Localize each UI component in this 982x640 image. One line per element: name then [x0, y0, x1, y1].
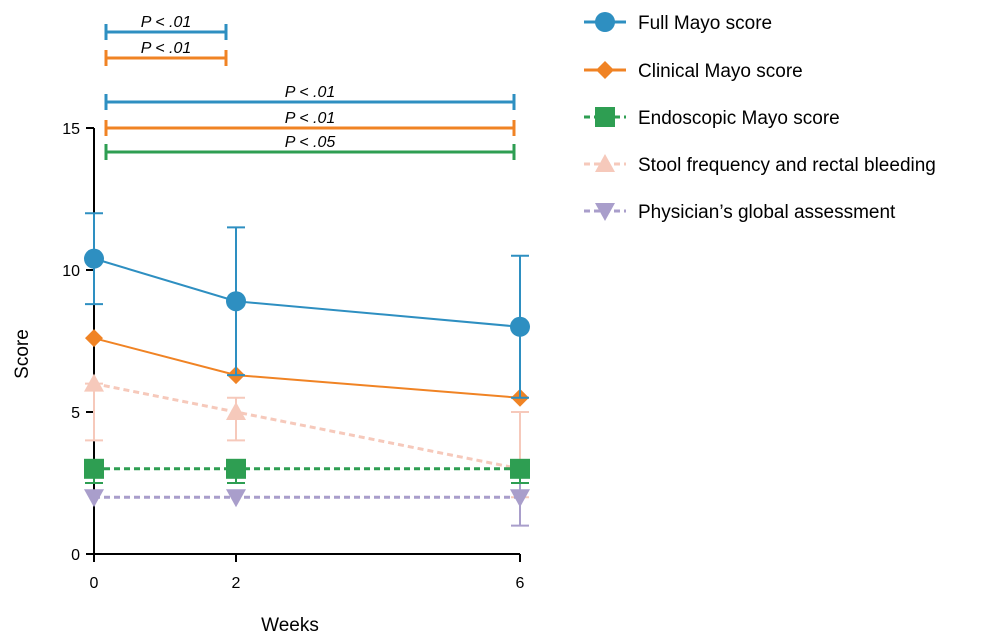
legend-item: Clinical Mayo score	[584, 61, 803, 82]
series-full-mayo-score	[84, 212, 530, 399]
data-point	[226, 402, 246, 420]
legend-item: Full Mayo score	[584, 12, 772, 34]
legend-label: Clinical Mayo score	[638, 61, 803, 82]
series-line	[93, 337, 521, 399]
legend-label: Endoscopic Mayo score	[638, 108, 840, 129]
legend-label: Physician’s global assessment	[638, 202, 896, 223]
data-point	[85, 329, 103, 348]
x-axis-title: Weeks	[261, 615, 319, 636]
significance-bracket: P < .01	[104, 14, 228, 40]
legend-item: Stool frequency and rectal bleeding	[584, 154, 936, 176]
series-layer	[84, 212, 530, 527]
x-ticks: 0 2 6	[90, 554, 525, 592]
y-tick-label: 10	[62, 263, 80, 280]
significance-bracket: P < .01	[104, 84, 516, 110]
significance-brackets: P < .01 P < .01 P < .01 P < .01 P < .05	[104, 14, 516, 160]
legend-label: Full Mayo score	[638, 13, 772, 34]
y-axis-title: Score	[12, 329, 33, 379]
legend-item: Endoscopic Mayo score	[584, 107, 840, 129]
significance-bracket: P < .01	[104, 110, 516, 136]
data-point	[226, 291, 246, 312]
bracket-label: P < .01	[285, 84, 336, 101]
data-point	[84, 489, 104, 508]
legend-marker	[595, 154, 615, 172]
data-point	[84, 248, 104, 269]
data-point	[84, 373, 104, 392]
x-tick-label: 2	[232, 575, 241, 592]
bracket-label: P < .01	[141, 40, 192, 57]
series-physician-s-global-assessment	[84, 467, 530, 527]
x-tick-label: 6	[516, 575, 525, 592]
series-endoscopic-mayo-score	[84, 458, 530, 484]
data-point	[510, 458, 530, 479]
series-line	[93, 257, 521, 328]
legend-label: Stool frequency and rectal bleeding	[638, 155, 936, 176]
data-point	[226, 489, 246, 508]
data-point	[84, 458, 104, 479]
legend-marker	[596, 61, 614, 79]
data-point	[226, 458, 246, 479]
significance-bracket: P < .01	[104, 40, 228, 66]
data-point	[510, 316, 530, 337]
data-point	[510, 489, 530, 508]
bracket-label: P < .01	[285, 110, 336, 127]
bracket-label: P < .05	[285, 134, 336, 151]
y-tick-label: 5	[71, 405, 80, 422]
y-ticks: 0 5 10 15	[62, 121, 94, 564]
series-clinical-mayo-score	[85, 329, 529, 407]
legend-item: Physician’s global assessment	[584, 202, 896, 223]
y-tick-label: 15	[62, 121, 80, 138]
series-stool-frequency-and-rectal-bleeding	[84, 373, 530, 499]
series-line	[93, 382, 521, 471]
bracket-label: P < .01	[141, 14, 192, 31]
y-tick-label: 0	[71, 547, 80, 564]
legend-marker	[595, 107, 615, 127]
legend-marker	[595, 12, 615, 32]
significance-bracket: P < .05	[104, 134, 516, 160]
axes: Score Weeks	[12, 128, 520, 636]
legend: Full Mayo score Clinical Mayo score Endosc…	[584, 12, 936, 223]
legend-marker	[595, 203, 615, 221]
x-tick-label: 0	[90, 575, 99, 592]
